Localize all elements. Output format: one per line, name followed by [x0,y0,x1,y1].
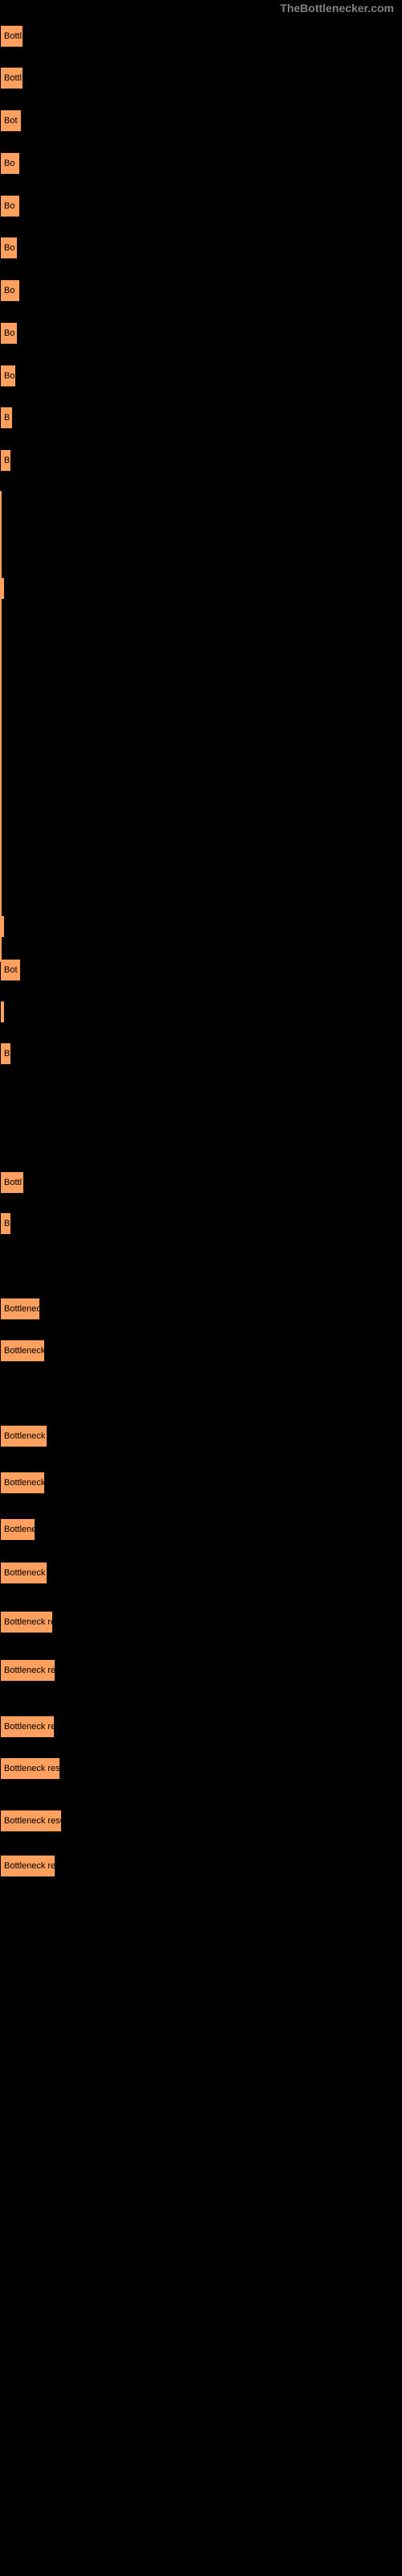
chart-bar: Bo [0,237,18,259]
chart-bar: Bottl [0,25,23,47]
chart-bar [0,1001,5,1023]
chart-bar: Bo [0,279,20,302]
chart-bar: Bottleneck res [0,1611,53,1633]
chart-bar: Bot [0,109,22,132]
chart-bar: B [0,1042,11,1065]
chart-bar: Bottlenec [0,1298,40,1320]
chart-bar: Bo [0,322,18,345]
chart-bar: Bottleneck [0,1340,45,1362]
chart-bar: Bottleneck r [0,1425,47,1447]
chart-bar: Bot [0,959,21,981]
chart-bar: B [0,449,11,472]
chart-bar: Bo [0,195,20,217]
chart-bar: Bottleneck r [0,1562,47,1584]
chart-bar: Bottl [0,1171,24,1194]
chart-bar: Bottleneck re [0,1855,55,1877]
chart-bar: Bottleneck res [0,1659,55,1682]
chart-thin-bar [0,620,2,962]
chart-bar: Bottleneck res [0,1715,55,1738]
chart-bar: Bottlene [0,1518,35,1541]
chart-bar: Bottleneck resu [0,1757,60,1780]
chart-thin-bar [0,491,2,620]
chart-bar: Bottleneck [0,1472,45,1494]
chart-bar: Bo [0,365,16,387]
chart-bar: B [0,1212,11,1235]
chart-bar: Bottl [0,67,23,89]
chart-bar: Bottleneck resu [0,1810,62,1832]
bar-chart: BottlBottlBotBoBoBoBoBoBoBBBotBBottlBBot… [0,0,402,2576]
watermark-text: TheBottlenecker.com [280,2,394,14]
chart-bar: Bo [0,152,20,175]
chart-bar: B [0,407,13,429]
